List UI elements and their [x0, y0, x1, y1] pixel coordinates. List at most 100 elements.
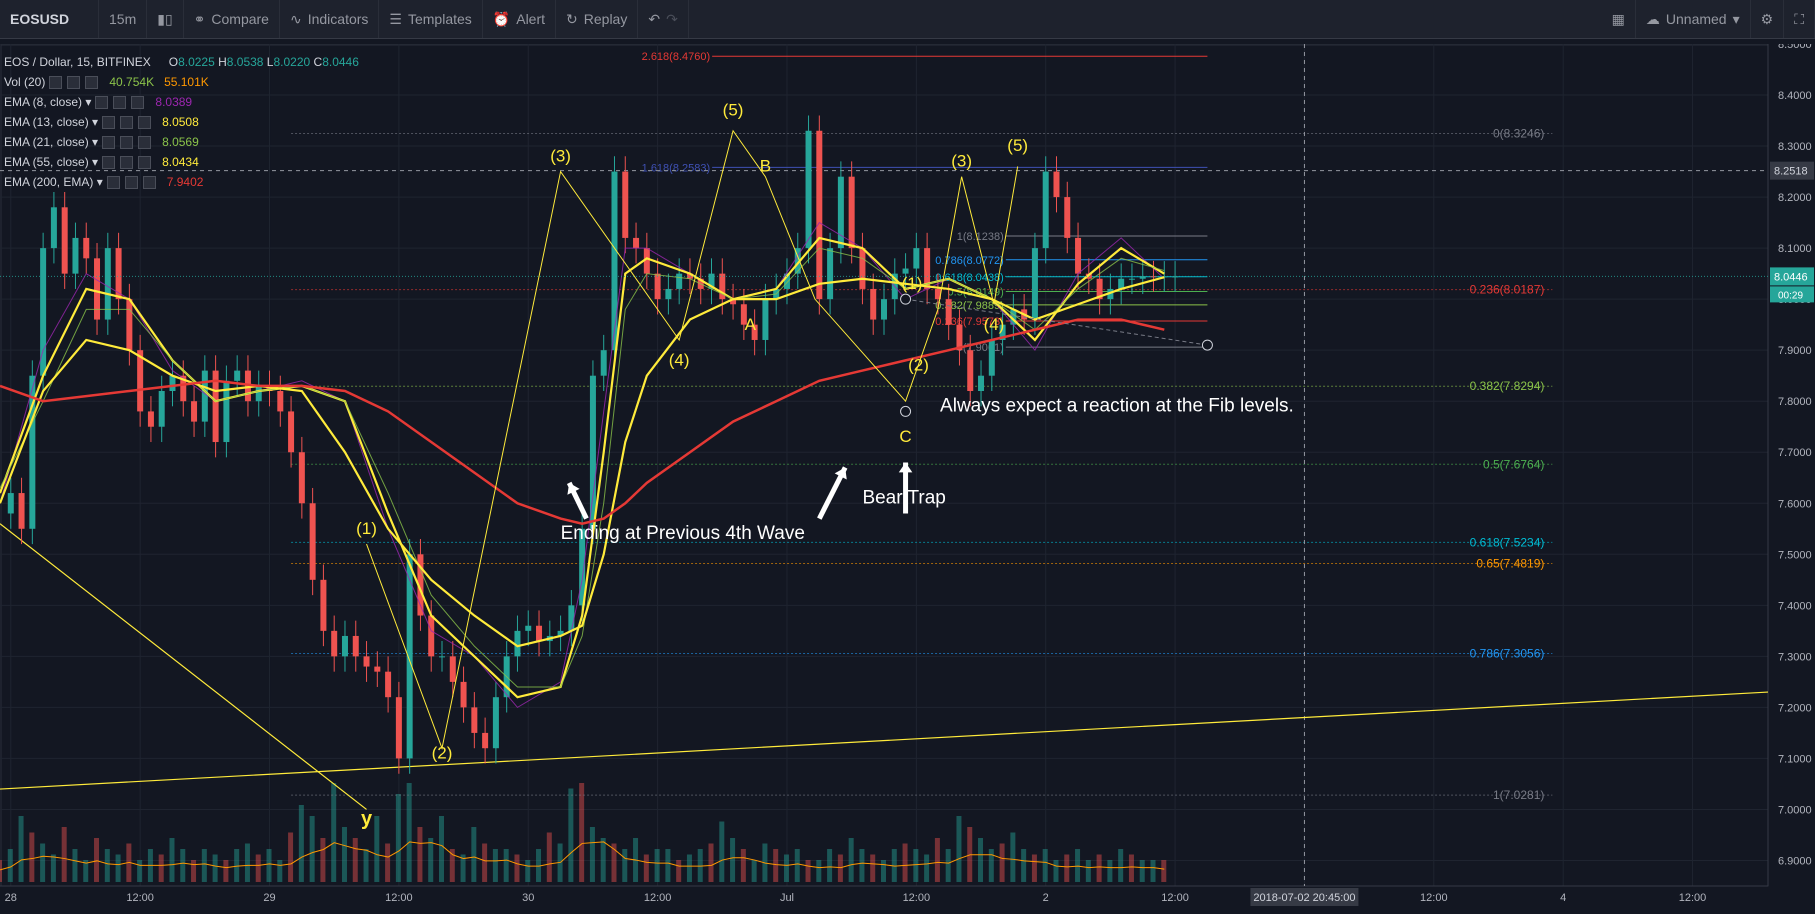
- volume-bar: [837, 854, 843, 882]
- elliott-wave-line: [366, 129, 1019, 751]
- ema-value: 8.0389: [155, 95, 193, 109]
- crosshair-price-label: 8.2518: [1774, 166, 1808, 178]
- cloud-icon: ☁: [1645, 10, 1660, 27]
- redo-icon[interactable]: ↷: [666, 10, 678, 27]
- candle-body: [363, 656, 370, 667]
- fullscreen-icon: ⛶: [1794, 10, 1804, 27]
- eye-icon[interactable]: [102, 115, 116, 129]
- settings-icon[interactable]: [120, 135, 134, 149]
- candle-body: [514, 630, 521, 657]
- close-icon[interactable]: [85, 75, 99, 89]
- candle-body: [1172, 276, 1179, 278]
- legend-ema-row[interactable]: EMA (21, close) ▾ 8.0569: [4, 132, 359, 152]
- legend-ema-row[interactable]: EMA (13, close) ▾ 8.0508: [4, 112, 359, 132]
- indicators-button[interactable]: ∿ Indicators: [280, 0, 380, 38]
- eye-icon[interactable]: [106, 175, 120, 189]
- candle-body: [212, 370, 219, 443]
- settings-icon[interactable]: [120, 115, 134, 129]
- close-icon[interactable]: [138, 115, 152, 129]
- legend-ohlc: O8.0225 H8.0538 L8.0220 C8.0446: [168, 55, 359, 69]
- symbol-search[interactable]: EOSUSD: [0, 0, 99, 38]
- arrow-up-left-icon-head: [567, 482, 580, 495]
- candle-body: [169, 375, 176, 392]
- undo-icon[interactable]: ↶: [648, 10, 661, 27]
- templates-button[interactable]: ☰ Templates: [379, 0, 483, 38]
- eye-icon[interactable]: [95, 95, 109, 109]
- volume-bar: [266, 849, 272, 882]
- eye-icon[interactable]: [102, 135, 116, 149]
- time-tick-label: 12:00: [1420, 892, 1448, 904]
- candle-body: [223, 380, 230, 443]
- volume-bar: [794, 849, 800, 882]
- undo-redo-group: ↶ ↷: [638, 0, 689, 38]
- candle-body: [762, 299, 769, 340]
- volume-bar: [870, 854, 876, 882]
- fib-level-label: 0.382(7.8294): [1470, 379, 1545, 393]
- close-icon[interactable]: [138, 135, 152, 149]
- candle-body: [40, 248, 47, 376]
- ema-line: [0, 318, 1165, 525]
- wave-label: (1): [902, 274, 923, 293]
- ema-name: EMA (13, close) ▾: [4, 115, 99, 129]
- eye-icon[interactable]: [102, 155, 116, 169]
- volume-bar: [40, 843, 46, 882]
- grid-layout-icon: ▦: [1611, 10, 1625, 27]
- wave-label: (2): [432, 743, 453, 762]
- candle-body: [385, 671, 392, 698]
- projection-start-handle: [900, 293, 912, 305]
- close-icon[interactable]: [131, 95, 145, 109]
- volume-name: Vol (20): [4, 75, 46, 89]
- candle-body: [395, 697, 402, 759]
- volume-bar: [546, 832, 552, 882]
- legend-ema-row[interactable]: EMA (55, close) ▾ 8.0434: [4, 152, 359, 172]
- fib-level-label: 0(8.3246): [1493, 127, 1544, 141]
- legend-title-row: EOS / Dollar, 15, BITFINEX O8.0225 H8.05…: [4, 52, 359, 72]
- volume-bar: [395, 794, 401, 882]
- settings-icon[interactable]: [113, 95, 127, 109]
- countdown-label: 00:29: [1778, 290, 1803, 301]
- settings-icon[interactable]: [67, 75, 81, 89]
- layout-button[interactable]: ▦: [1602, 0, 1636, 38]
- ema-line: [0, 276, 1165, 648]
- candle-body: [341, 635, 348, 657]
- volume-bar: [385, 843, 391, 882]
- volume-bar: [374, 816, 380, 882]
- candle-body: [439, 656, 445, 658]
- volume-bar: [471, 827, 477, 882]
- settings-icon[interactable]: [124, 175, 138, 189]
- legend-ema-row[interactable]: EMA (8, close) ▾ 8.0389: [4, 92, 359, 112]
- candle-body: [460, 681, 467, 708]
- candle-body: [945, 299, 952, 325]
- chart-type-button[interactable]: ▮▯: [147, 0, 184, 38]
- volume-bar: [137, 860, 143, 882]
- legend-ema-row[interactable]: EMA (200, EMA) ▾ 7.9402: [4, 172, 359, 192]
- price-chart[interactable]: 6.9000 7.0000 7.1000 7.2000 7.3000 7.4000 7.50…: [0, 39, 1815, 909]
- candle-body: [956, 324, 963, 351]
- volume-bar: [805, 860, 811, 882]
- interval-selector[interactable]: 15m: [99, 0, 148, 38]
- settings-button[interactable]: ⚙: [1751, 0, 1785, 38]
- alert-button[interactable]: ⏰ Alert: [483, 0, 557, 38]
- legend-volume-row[interactable]: Vol (20) 40.754K 55.101K: [4, 72, 359, 92]
- candle-body: [309, 503, 316, 580]
- close-icon[interactable]: [142, 175, 156, 189]
- layout-name-button[interactable]: ☁ Unnamed ▾: [1636, 0, 1751, 38]
- candle-body: [417, 554, 424, 616]
- fib-level-label: 0.618(7.5234): [1470, 535, 1545, 549]
- candle-body: [29, 375, 36, 529]
- eye-icon[interactable]: [49, 75, 63, 89]
- close-icon[interactable]: [138, 155, 152, 169]
- compare-button[interactable]: ⚭ Compare: [184, 0, 280, 38]
- candle-body: [557, 630, 564, 636]
- wave-label: (4): [984, 315, 1005, 334]
- fullscreen-button[interactable]: ⛶: [1784, 0, 1815, 38]
- chart-area[interactable]: 6.9000 7.0000 7.1000 7.2000 7.3000 7.4000 7.50…: [0, 39, 1815, 909]
- fib-ext-label: 1.618(8.2583): [642, 162, 711, 174]
- volume-value: 40.754K: [109, 75, 155, 89]
- volume-bar: [482, 843, 488, 882]
- volume-bar: [460, 854, 466, 882]
- replay-button[interactable]: ↻ Replay: [556, 0, 639, 38]
- settings-icon[interactable]: [120, 155, 134, 169]
- wave-label: (3): [951, 151, 972, 170]
- legend-symbol-title[interactable]: EOS / Dollar, 15, BITFINEX: [4, 55, 151, 69]
